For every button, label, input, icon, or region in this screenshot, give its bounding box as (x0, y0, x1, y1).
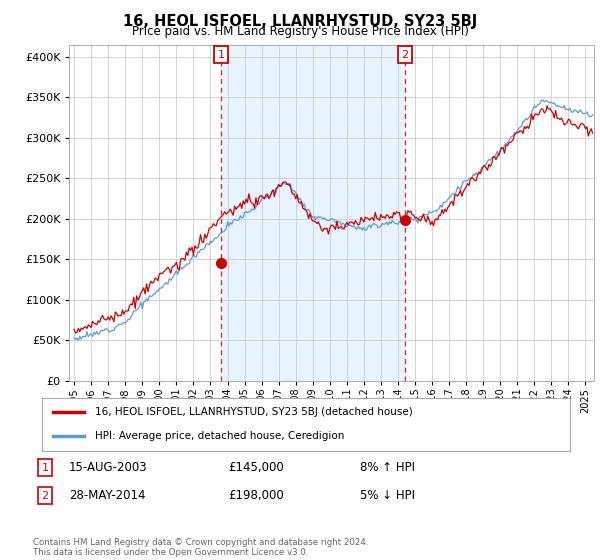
Text: £145,000: £145,000 (228, 461, 284, 474)
Bar (221, 45, 405, 381)
Text: Price paid vs. HM Land Registry's House Price Index (HPI): Price paid vs. HM Land Registry's House … (131, 25, 469, 38)
Text: Contains HM Land Registry data © Crown copyright and database right 2024.
This d: Contains HM Land Registry data © Crown c… (33, 538, 368, 557)
Text: £198,000: £198,000 (228, 489, 284, 502)
Text: HPI: Average price, detached house, Ceredigion: HPI: Average price, detached house, Cere… (95, 431, 344, 441)
Text: 15-AUG-2003: 15-AUG-2003 (69, 461, 148, 474)
Text: 5% ↓ HPI: 5% ↓ HPI (360, 489, 415, 502)
Text: 1: 1 (218, 49, 224, 59)
Text: 2: 2 (401, 49, 409, 59)
Text: 1: 1 (41, 463, 49, 473)
Text: 8% ↑ HPI: 8% ↑ HPI (360, 461, 415, 474)
Text: 16, HEOL ISFOEL, LLANRHYSTUD, SY23 5BJ: 16, HEOL ISFOEL, LLANRHYSTUD, SY23 5BJ (123, 14, 477, 29)
Text: 28-MAY-2014: 28-MAY-2014 (69, 489, 146, 502)
Text: 2: 2 (41, 491, 49, 501)
Text: 16, HEOL ISFOEL, LLANRHYSTUD, SY23 5BJ (detached house): 16, HEOL ISFOEL, LLANRHYSTUD, SY23 5BJ (… (95, 408, 413, 418)
